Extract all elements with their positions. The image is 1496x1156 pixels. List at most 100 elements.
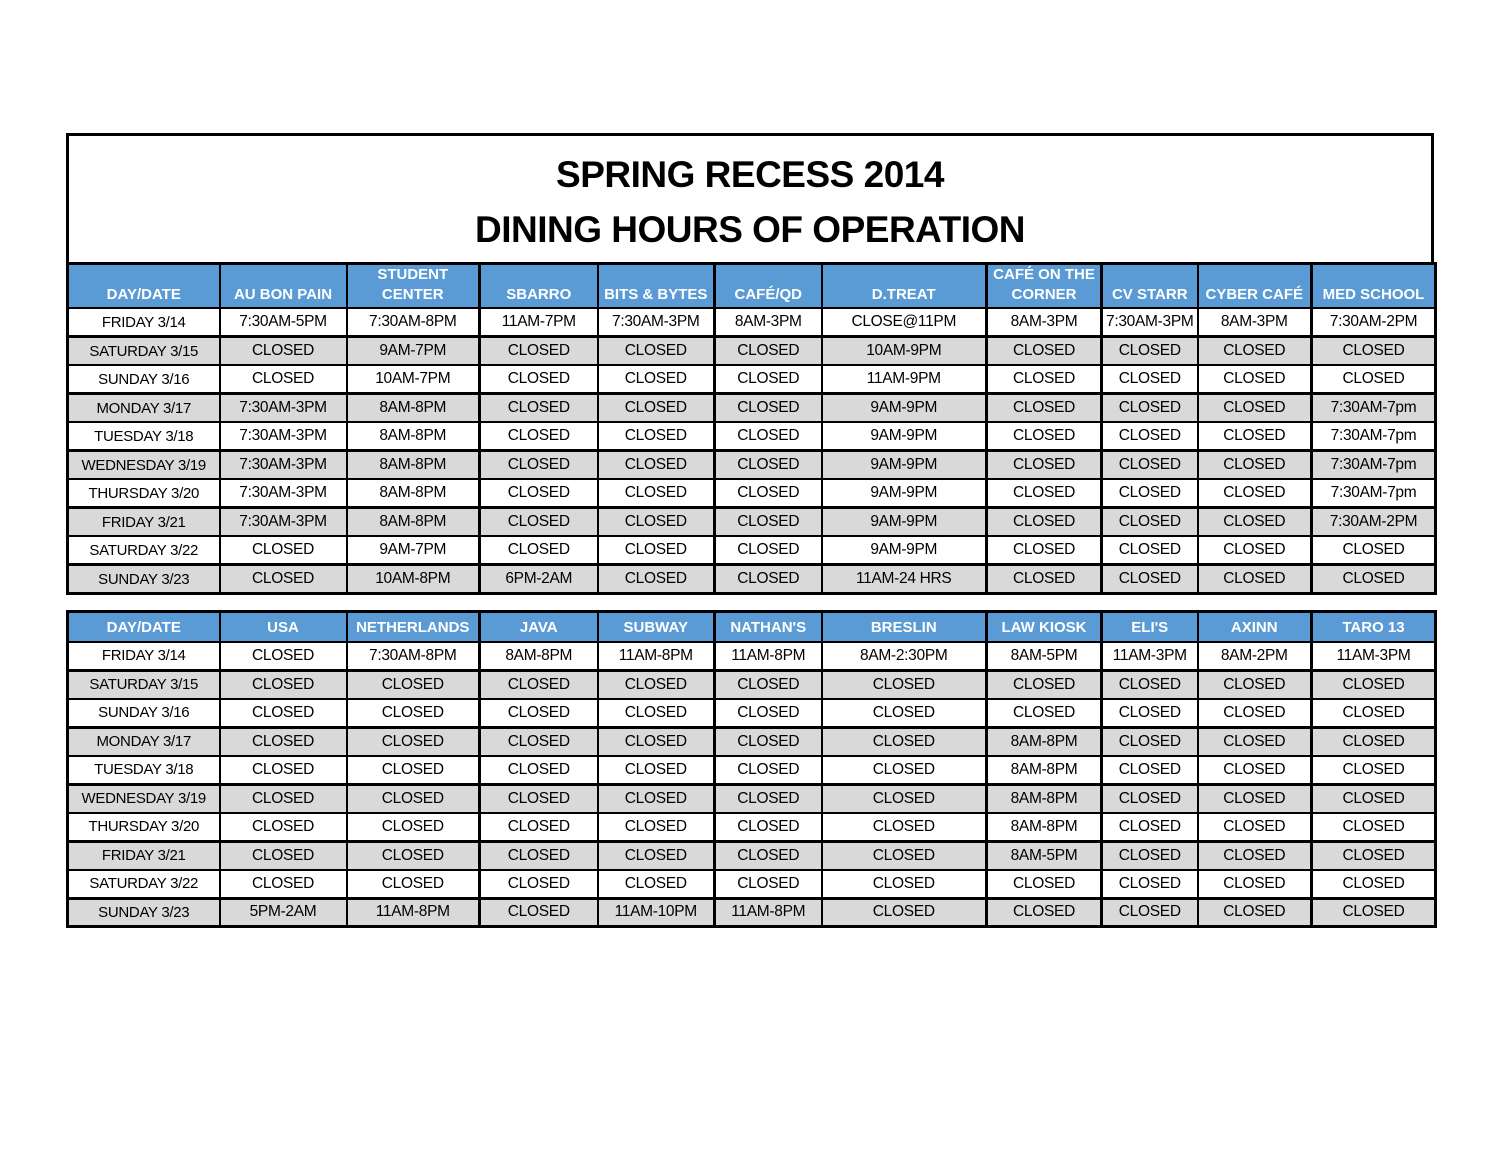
hours-cell: 7:30AM-3PM bbox=[218, 449, 348, 481]
header-row: DAY/DATE USA NETHERLANDS JAVA SUBWAY NATHAN'S… bbox=[66, 610, 1437, 643]
hours-cell: CLOSED bbox=[478, 392, 599, 424]
column-header: AU BON PAIN bbox=[218, 262, 348, 310]
hours-cell: CLOSED bbox=[478, 449, 599, 481]
hours-cell: CLOSED bbox=[1310, 726, 1437, 757]
hours-cell: CLOSED bbox=[345, 811, 481, 843]
hours-cell: CLOSED bbox=[1310, 535, 1437, 567]
hours-cell: CLOSED bbox=[985, 335, 1103, 367]
hours-cell: CLOSED bbox=[713, 697, 823, 729]
hours-cell: 8AM-3PM bbox=[713, 307, 823, 339]
hours-cell: CLOSED bbox=[985, 563, 1103, 595]
hours-cell: CLOSED bbox=[1100, 535, 1199, 567]
hours-cell: CLOSED bbox=[1196, 535, 1313, 567]
day-date-cell: SATURDAY 3/22 bbox=[66, 868, 221, 900]
hours-cell: CLOSED bbox=[218, 364, 348, 396]
hours-cell: CLOSED bbox=[218, 726, 348, 757]
column-header: CAFÉ/QD bbox=[713, 262, 823, 310]
hours-cell: 8AM-3PM bbox=[985, 307, 1103, 339]
hours-cell: 11AM-8PM bbox=[713, 640, 823, 672]
hours-cell: CLOSED bbox=[478, 868, 599, 900]
hours-cell: CLOSED bbox=[1100, 726, 1199, 757]
column-header: NATHAN'S bbox=[713, 610, 823, 643]
hours-cell: 7:30AM-3PM bbox=[218, 421, 348, 453]
hours-cell: CLOSED bbox=[1310, 811, 1437, 843]
hours-cell: CLOSED bbox=[985, 669, 1103, 700]
table-row: SATURDAY 3/22 CLOSED 9AM-7PM CLOSED CLOSED CL… bbox=[66, 535, 1437, 567]
hours-cell: 8AM-8PM bbox=[985, 726, 1103, 757]
hours-cell: CLOSED bbox=[820, 840, 988, 871]
hours-cell: 9AM-9PM bbox=[820, 478, 988, 510]
hours-cell: CLOSED bbox=[596, 811, 716, 843]
hours-cell: 11AM-9PM bbox=[820, 364, 988, 396]
column-header: AXINN bbox=[1196, 610, 1313, 643]
hours-cell: CLOSED bbox=[1196, 783, 1313, 814]
hours-cell: CLOSED bbox=[985, 697, 1103, 729]
hours-cell: CLOSED bbox=[1100, 897, 1199, 928]
hours-cell: CLOSED bbox=[820, 897, 988, 928]
second-table-panel: DAY/DATE USA NETHERLANDS JAVA SUBWAY NATHAN'S… bbox=[66, 610, 1437, 928]
hours-cell: CLOSED bbox=[596, 421, 716, 453]
hours-cell: 9AM-9PM bbox=[820, 392, 988, 424]
hours-cell: 8AM-2PM bbox=[1196, 640, 1313, 672]
hours-cell: 11AM-7PM bbox=[478, 307, 599, 339]
column-header: STUDENT CENTER bbox=[345, 262, 481, 310]
hours-cell: CLOSED bbox=[1310, 335, 1437, 367]
hours-cell: 8AM-5PM bbox=[985, 640, 1103, 672]
day-date-cell: FRIDAY 3/14 bbox=[66, 640, 221, 672]
hours-cell: CLOSED bbox=[596, 449, 716, 481]
hours-cell: CLOSED bbox=[820, 697, 988, 729]
hours-cell: CLOSED bbox=[345, 726, 481, 757]
hours-cell: CLOSED bbox=[713, 421, 823, 453]
hours-cell: CLOSED bbox=[1196, 506, 1313, 538]
hours-cell: CLOSED bbox=[345, 840, 481, 871]
hours-cell: CLOSED bbox=[218, 783, 348, 814]
hours-cell: CLOSED bbox=[713, 669, 823, 700]
hours-cell: CLOSED bbox=[1196, 335, 1313, 367]
hours-cell: CLOSED bbox=[1100, 364, 1199, 396]
hours-cell: CLOSED bbox=[1310, 563, 1437, 595]
hours-cell: 11AM-3PM bbox=[1310, 640, 1437, 672]
hours-cell: 8AM-2:30PM bbox=[820, 640, 988, 672]
day-date-cell: TUESDAY 3/18 bbox=[66, 421, 221, 453]
hours-cell: CLOSED bbox=[1196, 697, 1313, 729]
hours-cell: CLOSED bbox=[218, 840, 348, 871]
hours-cell: CLOSED bbox=[1310, 754, 1437, 786]
hours-cell: 6PM-2AM bbox=[478, 563, 599, 595]
hours-cell: CLOSED bbox=[1100, 449, 1199, 481]
title-line-2: DINING HOURS OF OPERATION bbox=[474, 209, 1026, 251]
hours-cell: CLOSED bbox=[218, 640, 348, 672]
table-row: SUNDAY 3/23 CLOSED 10AM-8PM 6PM-2AM CLOSED CL… bbox=[66, 563, 1437, 595]
hours-cell: CLOSED bbox=[218, 669, 348, 700]
hours-cell: CLOSED bbox=[1196, 726, 1313, 757]
hours-cell: CLOSED bbox=[1100, 754, 1199, 786]
hours-cell: 7:30AM-2PM bbox=[1310, 307, 1437, 339]
hours-cell: CLOSED bbox=[218, 535, 348, 567]
page-title: SPRING RECESS 2014 DINING HOURS OF OPERA… bbox=[66, 133, 1434, 262]
column-header: SUBWAY bbox=[596, 610, 716, 643]
table-row: MONDAY 3/17 7:30AM-3PM 8AM-8PM CLOSED CLOSED… bbox=[66, 392, 1437, 424]
hours-cell: CLOSED bbox=[713, 868, 823, 900]
day-date-cell: TUESDAY 3/18 bbox=[66, 754, 221, 786]
hours-cell: CLOSED bbox=[596, 478, 716, 510]
column-header: BRESLIN bbox=[820, 610, 988, 643]
hours-cell: CLOSED bbox=[985, 506, 1103, 538]
hours-cell: CLOSED bbox=[218, 335, 348, 367]
hours-cell: CLOSED bbox=[478, 335, 599, 367]
hours-cell: CLOSED bbox=[985, 364, 1103, 396]
hours-cell: CLOSED bbox=[345, 754, 481, 786]
day-date-cell: FRIDAY 3/21 bbox=[66, 840, 221, 871]
hours-cell: CLOSED bbox=[345, 669, 481, 700]
hours-cell: CLOSED bbox=[478, 811, 599, 843]
hours-cell: CLOSED bbox=[1100, 335, 1199, 367]
hours-cell: CLOSED bbox=[1310, 783, 1437, 814]
hours-cell: 7:30AM-7pm bbox=[1310, 478, 1437, 510]
hours-cell: CLOSED bbox=[218, 754, 348, 786]
hours-cell: CLOSED bbox=[1196, 868, 1313, 900]
hours-cell: CLOSED bbox=[1100, 563, 1199, 595]
hours-cell: CLOSED bbox=[478, 421, 599, 453]
day-date-cell: MONDAY 3/17 bbox=[66, 726, 221, 757]
table-row: WEDNESDAY 3/19 7:30AM-3PM 8AM-8PM CLOSED CLO… bbox=[66, 449, 1437, 481]
column-header: USA bbox=[218, 610, 348, 643]
table-row: SUNDAY 3/16 CLOSED CLOSED CLOSED CLOSED CLOSE… bbox=[66, 697, 1437, 729]
hours-cell: CLOSED bbox=[1310, 868, 1437, 900]
